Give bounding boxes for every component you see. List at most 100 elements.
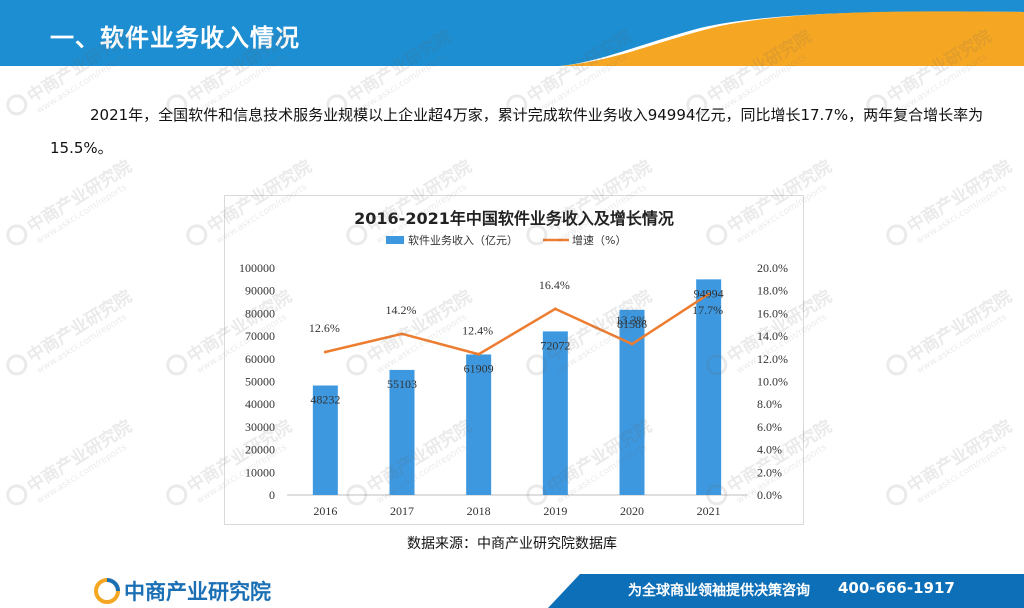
- legend-label-bar: 软件业务收入（亿元）: [408, 233, 518, 247]
- watermark-text: 中商产业研究院: [903, 156, 1015, 237]
- growth-value-label: 12.6%: [309, 321, 340, 335]
- intro-paragraph: 2021年，全国软件和信息技术服务业规模以上企业超4万家，累计完成软件业务收入9…: [50, 106, 984, 157]
- legend-swatch-bar: [386, 236, 404, 244]
- footer-logo-icon: [94, 578, 120, 604]
- bar-value-label: 61909: [464, 361, 494, 375]
- watermark-logo-icon: [6, 354, 28, 376]
- watermark-logo-icon: [166, 354, 188, 376]
- footer-phone: 400-666-1917: [838, 579, 955, 597]
- y-left-tick-label: 50000: [245, 375, 275, 389]
- header-banner: 一、软件业务收入情况: [0, 0, 1024, 70]
- growth-value-label: 13.3%: [616, 313, 647, 327]
- x-tick-label: 2017: [390, 504, 414, 518]
- y-left-tick-label: 70000: [245, 329, 275, 343]
- watermark-logo-icon: [6, 484, 28, 506]
- bar: [389, 369, 415, 495]
- bar: [312, 385, 338, 495]
- growth-point: [630, 342, 634, 346]
- watermark-text: 中商产业研究院: [23, 416, 135, 497]
- y-left-tick-label: 100000: [239, 261, 275, 275]
- watermark-logo-icon: [886, 224, 908, 246]
- footer-wedge: [548, 574, 580, 608]
- watermark-text: 中商产业研究院: [23, 286, 135, 367]
- growth-point: [553, 307, 557, 311]
- growth-point: [323, 350, 327, 354]
- chart-container: 2016-2021年中国软件业务收入及增长情况 软件业务收入（亿元） 增速（%）…: [224, 195, 804, 525]
- watermark-logo-icon: [6, 224, 28, 246]
- x-tick-label: 2018: [467, 504, 491, 518]
- watermark-logo-icon: [186, 224, 208, 246]
- watermark-subtext: www.askci.com/reports: [915, 312, 1009, 376]
- x-tick-label: 2019: [543, 504, 567, 518]
- y-right-tick-label: 18.0%: [757, 284, 788, 298]
- watermark-subtext: www.askci.com/reports: [35, 312, 129, 376]
- watermark-subtext: www.askci.com/reports: [915, 182, 1009, 246]
- growth-value-label: 16.4%: [539, 278, 570, 292]
- growth-point: [707, 292, 711, 296]
- watermark-logo-icon: [6, 94, 28, 116]
- chart-legend: 软件业务收入（亿元） 增速（%）: [386, 233, 626, 247]
- watermark-text: 中商产业研究院: [23, 156, 135, 237]
- watermark-logo-icon: [886, 484, 908, 506]
- y-right-tick-label: 20.0%: [757, 261, 788, 275]
- growth-value-label: 17.7%: [692, 303, 723, 317]
- watermark-text: 中商产业研究院: [903, 416, 1015, 497]
- watermark-subtext: www.askci.com/reports: [35, 182, 129, 246]
- y-right-tick-label: 12.0%: [757, 352, 788, 366]
- bar: [466, 354, 492, 495]
- x-tick-label: 2016: [313, 504, 337, 518]
- footer-bar: [580, 574, 1024, 608]
- y-left-tick-label: 60000: [245, 352, 275, 366]
- bar-value-label: 72072: [540, 338, 570, 352]
- y-right-tick-label: 16.0%: [757, 306, 788, 320]
- y-right-tick-label: 0.0%: [757, 488, 782, 502]
- y-left-tick-label: 80000: [245, 306, 275, 320]
- bar-value-label: 94994: [694, 286, 724, 300]
- bar: [696, 279, 722, 495]
- footer-logo-text: 中商产业研究院: [124, 580, 271, 604]
- page-title: 一、软件业务收入情况: [50, 24, 300, 52]
- footer: 中商产业研究院 为全球商业领袖提供决策咨询 400-666-1917: [0, 574, 1024, 608]
- bar-value-label: 55103: [387, 377, 417, 391]
- y-right-tick-label: 8.0%: [757, 397, 782, 411]
- chart-svg: 2016-2021年中国软件业务收入及增长情况 软件业务收入（亿元） 增速（%）…: [239, 209, 788, 518]
- y-right-tick-label: 10.0%: [757, 375, 788, 389]
- growth-line: [325, 293, 710, 356]
- growth-point: [400, 332, 404, 336]
- y-left-tick-label: 20000: [245, 443, 275, 457]
- bar: [542, 331, 568, 495]
- x-tick-label: 2020: [620, 504, 644, 518]
- chart-plot-area: 0 10000 20000 30000 40000 50000 60000 70000 8000…: [239, 261, 788, 518]
- y-right-tick-label: 14.0%: [757, 329, 788, 343]
- header-banner-graphic: [0, 0, 1024, 70]
- x-tick-label: 2021: [697, 504, 721, 518]
- y-left-tick-label: 90000: [245, 284, 275, 298]
- y-right-tick-label: 4.0%: [757, 443, 782, 457]
- y-right-tick-label: 2.0%: [757, 465, 782, 479]
- growth-value-label: 12.4%: [462, 323, 493, 337]
- y-left-tick-label: 10000: [245, 465, 275, 479]
- chart-title: 2016-2021年中国软件业务收入及增长情况: [354, 209, 674, 228]
- growth-point: [477, 352, 481, 356]
- bar-value-label: 81586: [617, 317, 647, 331]
- y-right-tick-label: 6.0%: [757, 420, 782, 434]
- growth-value-label: 14.2%: [386, 303, 417, 317]
- footer-slogan: 为全球商业领袖提供决策咨询: [628, 583, 810, 599]
- y-left-tick-label: 40000: [245, 397, 275, 411]
- watermark-text: 中商产业研究院: [903, 286, 1015, 367]
- y-left-tick-label: 0: [269, 488, 275, 502]
- watermark-subtext: www.askci.com/reports: [915, 442, 1009, 506]
- bar-value-label: 48232: [310, 393, 340, 407]
- watermark-subtext: www.askci.com/reports: [35, 442, 129, 506]
- source-note: 数据来源：中商产业研究院数据库: [407, 536, 617, 552]
- legend-label-line: 增速（%）: [572, 233, 626, 247]
- y-left-tick-label: 30000: [245, 420, 275, 434]
- watermark-logo-icon: [166, 484, 188, 506]
- watermark-logo-icon: [886, 354, 908, 376]
